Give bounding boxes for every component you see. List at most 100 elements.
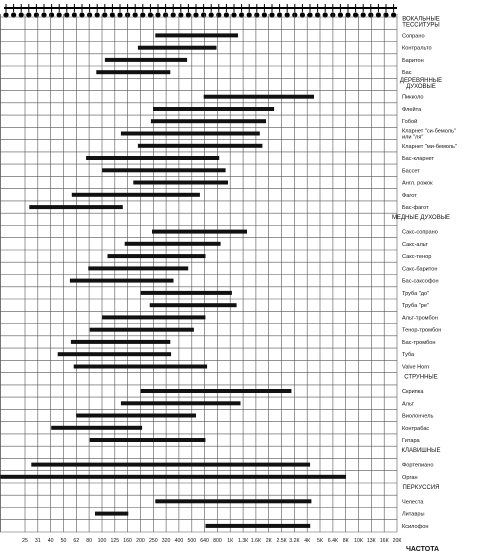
x-tick-label: 50 xyxy=(61,538,67,544)
x-tick-label: 80 xyxy=(86,538,92,544)
keyboard-key-dot xyxy=(185,12,191,18)
keyboard-key-dot xyxy=(170,12,176,18)
range-bar xyxy=(124,241,221,246)
x-tick-label: 62 xyxy=(73,538,79,544)
x-tick-label: 16К xyxy=(380,538,389,544)
keyboard-key-dot xyxy=(94,12,100,18)
range-bar xyxy=(153,107,275,111)
range-bar xyxy=(88,266,189,271)
x-tick-label: 1.6К xyxy=(251,538,261,544)
keyboard-key-dot xyxy=(56,12,62,18)
range-bar xyxy=(86,156,220,160)
x-tick-label: 160 xyxy=(123,538,132,544)
instrument-label: Кларнет "си-бемоль" xyxy=(402,129,456,135)
keyboard-key-dot xyxy=(140,12,146,18)
range-bar xyxy=(51,425,143,430)
range-bar xyxy=(102,168,226,173)
keyboard-key-dot xyxy=(64,12,70,18)
keyboard-key-dot xyxy=(322,12,328,18)
x-tick-label: 13К xyxy=(367,538,376,544)
range-bars xyxy=(0,33,346,528)
x-tick-label: 100 xyxy=(98,538,107,544)
x-axis-title: ЧАСТОТА xyxy=(406,546,439,553)
x-tick-label: 20К xyxy=(393,538,402,544)
range-bar xyxy=(57,352,172,357)
keyboard-key-dot xyxy=(292,12,298,18)
instrument-label: Сопрано xyxy=(402,33,425,39)
range-bar xyxy=(96,70,171,75)
x-tick-label: 5К xyxy=(317,538,323,544)
keyboard-key-dot xyxy=(368,12,374,18)
keyboard-key-dot xyxy=(3,12,9,18)
x-tick-label: 3.2К xyxy=(289,538,299,544)
range-bar xyxy=(203,94,314,99)
keyboard-key-dot xyxy=(254,12,260,18)
section-title: СТРУННЫЕ xyxy=(404,375,437,381)
range-bar xyxy=(31,462,311,467)
instrument-label: Туба xyxy=(402,352,415,358)
instrument-label: Бас-фагот xyxy=(402,205,429,211)
keyboard-key-dot xyxy=(277,12,283,18)
keyboard-key-dot xyxy=(208,12,214,18)
x-tick-label: 10К xyxy=(354,538,363,544)
instrument-label: Флейта xyxy=(402,106,422,113)
keyboard-key-dot xyxy=(163,12,169,18)
section-title: ТЕССИТУРЫ xyxy=(402,23,439,29)
keyboard-key-dot xyxy=(11,12,17,18)
instrument-label: Фортепиано xyxy=(402,463,433,469)
x-tick-label: 250 xyxy=(149,538,158,544)
x-tick-label: 400 xyxy=(175,538,184,544)
range-bar xyxy=(89,327,194,332)
range-bar xyxy=(107,254,206,259)
range-bar xyxy=(137,143,263,148)
section-title: КЛАВИШНЫЕ xyxy=(402,448,441,454)
keyboard-key-dot xyxy=(391,12,397,18)
range-bar xyxy=(120,131,260,136)
piano-keyboard-strip xyxy=(3,4,397,18)
instrument-label: Фагот xyxy=(402,193,417,199)
instrument-label: Сакс-сопрано xyxy=(402,230,438,236)
x-tick-label: 200 xyxy=(136,538,145,544)
section-title: ВОКАЛЬНЫЕ xyxy=(402,17,440,23)
keyboard-key-dot xyxy=(193,12,199,18)
keyboard-key-dot xyxy=(132,12,138,18)
instrument-label: Челеста xyxy=(402,499,424,505)
instrument-label: Труба "ре" xyxy=(402,303,429,309)
instrument-label: Скрипка xyxy=(402,389,424,395)
x-tick-label: 2К xyxy=(266,538,272,544)
instrument-label: Англ. рожок xyxy=(402,181,433,187)
range-bar xyxy=(71,192,200,197)
instrument-label: Бас-кларнет xyxy=(402,156,434,162)
keyboard-key-dot xyxy=(18,12,24,18)
keyboard-key-dot xyxy=(231,12,237,18)
keyboard-key-dot xyxy=(71,12,77,18)
x-tick-labels: 25 31 40 50 62 80 100 125 160 200 250 320 400 500 640 8… xyxy=(22,538,401,544)
keyboard-key-dot xyxy=(147,12,153,18)
instrument-label: Бас-тромбон xyxy=(402,340,435,346)
instrument-label: Виолончель xyxy=(402,414,433,420)
range-bar xyxy=(104,57,188,62)
x-tick-label: 500 xyxy=(187,538,196,544)
instrument-label: Бас-саксофон xyxy=(402,279,439,285)
keyboard-key-dot xyxy=(360,12,366,18)
section-title: ДЕРЕВЯННЫЕ xyxy=(400,78,442,84)
instrument-label: Орган xyxy=(402,475,418,481)
instrument-label: Гитара xyxy=(402,438,421,444)
range-bar xyxy=(70,339,171,344)
instrument-label: Труба "до" xyxy=(402,291,429,297)
x-tick-label: 25 xyxy=(22,538,28,544)
range-bar xyxy=(0,474,346,479)
range-bar xyxy=(89,438,206,442)
range-bar xyxy=(155,33,238,38)
instrument-label: Баритон xyxy=(402,58,424,64)
range-bar xyxy=(205,523,311,528)
instrument-label: Бассет xyxy=(402,168,420,174)
instrument-label: Кларнет "ми-бемоль" xyxy=(402,144,457,150)
range-bar xyxy=(155,499,312,504)
keyboard-key-dot xyxy=(375,12,381,18)
range-bar xyxy=(150,119,266,124)
x-tick-label: 125 xyxy=(110,538,119,544)
keyboard-key-dot xyxy=(261,12,267,18)
grid xyxy=(0,14,398,533)
